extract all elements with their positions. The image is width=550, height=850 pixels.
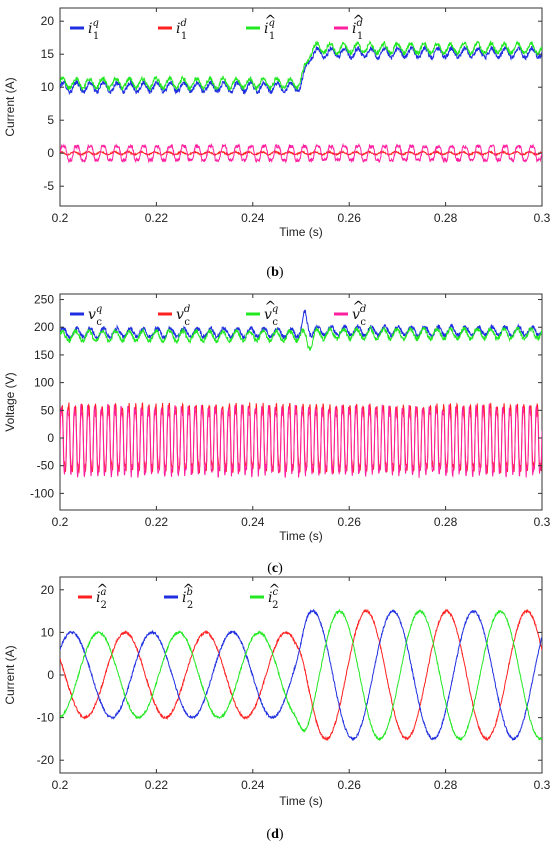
x-axis-label-b: Time (s) — [279, 225, 323, 239]
series-line-i-c-2-hat — [60, 608, 542, 742]
plot-area-b — [59, 7, 543, 207]
y-tick-label: 200 — [34, 320, 54, 334]
x-tick-label: 0.3 — [534, 515, 550, 529]
series-line-i-a-2-hat — [60, 608, 542, 742]
x-tick-label: 0.2 — [52, 211, 69, 225]
y-tick-label: 5 — [47, 113, 54, 127]
legend-entry: ia 2 — [96, 587, 107, 611]
caption-c: (c) — [267, 561, 283, 576]
legend-hat: ^ — [269, 582, 281, 598]
legend-entry: ib 2 — [182, 587, 193, 611]
caption-d: (d) — [266, 827, 283, 842]
series-line-v-d-c-hat — [60, 403, 542, 478]
legend-hat: ^ — [353, 13, 365, 29]
x-ticks-c: 0.2 0.22 0.24 0.26 0.28 0.3 — [52, 294, 550, 529]
y-axis-label-b: Current (A) — [3, 77, 17, 136]
y-axis-label-c: Voltage (V) — [3, 372, 17, 431]
y-tick-label: -5 — [43, 179, 54, 193]
x-tick-label: 0.26 — [338, 515, 362, 529]
legend-hat: ^ — [97, 582, 109, 598]
y-axis-label-d: Current (A) — [3, 645, 17, 704]
legend-entry: id 1 — [176, 18, 187, 42]
x-tick-label: 0.2 — [52, 515, 69, 529]
legend-entry: id 1 — [352, 18, 363, 42]
traces-b — [60, 40, 542, 164]
x-tick-label: 0.26 — [338, 211, 362, 225]
y-tick-label: 0 — [47, 668, 54, 682]
y-ticks-b: -5 0 5 10 15 20 — [41, 14, 542, 193]
legend-entry: iq 1 — [264, 18, 275, 42]
plot-area-c — [59, 293, 543, 511]
x-axis-label-d: Time (s) — [279, 794, 323, 808]
y-tick-label: 0 — [47, 431, 54, 445]
x-tick-label: 0.22 — [145, 778, 169, 792]
y-tick-label: -20 — [37, 753, 55, 767]
y-tick-label: 150 — [34, 348, 54, 362]
x-tick-label: 0.28 — [434, 778, 458, 792]
legend-entry: vd c — [176, 304, 190, 328]
x-tick-label: 0.28 — [434, 515, 458, 529]
y-ticks-c: -100 -50 0 50 100 150 200 250 — [30, 293, 542, 500]
y-tick-label: 15 — [41, 47, 55, 61]
y-ticks-d: -20 -10 0 10 20 — [37, 583, 542, 767]
y-tick-label: -100 — [30, 486, 54, 500]
x-tick-label: 0.26 — [338, 778, 362, 792]
plot-area-d — [59, 576, 543, 774]
legend-hat: ^ — [265, 299, 277, 315]
legend-entry: ic 2 — [268, 587, 278, 611]
x-tick-label: 0.22 — [145, 515, 169, 529]
legend-entry: iq 1 — [88, 18, 99, 42]
x-tick-label: 0.22 — [145, 211, 169, 225]
y-tick-label: 0 — [47, 146, 54, 160]
x-tick-label: 0.3 — [534, 211, 550, 225]
x-tick-label: 0.24 — [241, 778, 265, 792]
y-tick-label: 20 — [41, 14, 55, 28]
x-ticks-d: 0.2 0.22 0.24 0.26 0.28 0.3 — [52, 577, 550, 792]
x-tick-label: 0.3 — [534, 778, 550, 792]
x-axis-label-c: Time (s) — [279, 529, 323, 543]
traces-c — [60, 309, 542, 478]
series-line-i-q-1 — [60, 44, 542, 96]
series-line-i-d-1-hat — [60, 142, 542, 164]
y-tick-label: 250 — [34, 293, 54, 307]
caption-b: (b) — [266, 265, 283, 280]
legend-hat: ^ — [265, 13, 277, 29]
y-tick-label: 10 — [41, 625, 55, 639]
x-ticks-b: 0.2 0.22 0.24 0.26 0.28 0.3 — [52, 8, 550, 225]
y-tick-label: -50 — [37, 459, 55, 473]
x-tick-label: 0.28 — [434, 211, 458, 225]
chart-b: -5 0 5 10 15 20 0.2 0.22 0.24 0.26 0.28 0.3 iq 1 id 1… — [3, 7, 550, 280]
legend-entry: vd c — [352, 304, 366, 328]
y-tick-label: -10 — [37, 711, 55, 725]
legend-entry: vq c — [88, 304, 102, 328]
traces-d — [60, 608, 542, 742]
series-line-i-b-2-hat — [60, 608, 542, 742]
y-tick-label: 10 — [41, 80, 55, 94]
legend-b: iq 1 id 1 iq 1^ id 1^ — [70, 13, 364, 42]
legend-hat: ^ — [353, 299, 365, 315]
y-tick-label: 50 — [41, 403, 55, 417]
legend-hat: ^ — [183, 582, 195, 598]
y-tick-label: 20 — [41, 583, 55, 597]
x-tick-label: 0.24 — [241, 515, 265, 529]
series-line-i-q-1-hat — [60, 40, 542, 93]
legend-entry: vq c — [264, 304, 278, 328]
legend-d: ia 2^ ib 2^ ic 2^ — [78, 582, 280, 611]
y-tick-label: 100 — [34, 376, 54, 390]
x-tick-label: 0.24 — [241, 211, 265, 225]
series-line-v-q-c-hat — [60, 325, 542, 351]
legend-c: vq c vd c vq c^ vd c^ — [70, 299, 366, 328]
x-tick-label: 0.2 — [52, 778, 69, 792]
